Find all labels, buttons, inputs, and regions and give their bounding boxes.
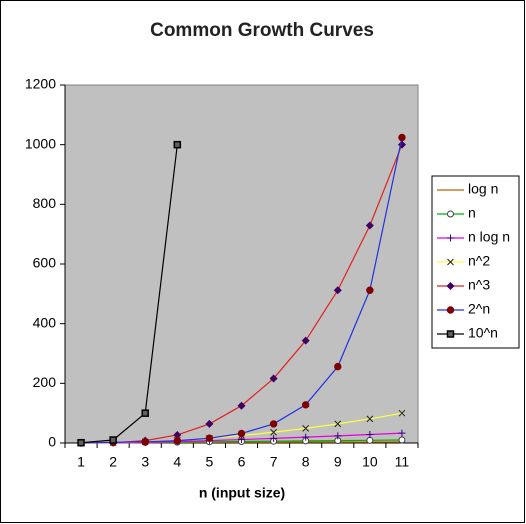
- marker: [334, 432, 342, 440]
- marker: [334, 420, 342, 428]
- y-tick-label: 200: [33, 374, 57, 390]
- marker: [446, 306, 455, 314]
- legend-label: 2^n: [468, 301, 490, 317]
- x-tick-label: 5: [206, 454, 214, 470]
- series-line: [113, 432, 402, 444]
- marker: [446, 282, 455, 290]
- marker: [141, 438, 149, 446]
- y-tick-label: 1000: [25, 135, 56, 151]
- x-tick-label: 2: [109, 454, 117, 470]
- marker: [205, 434, 214, 442]
- y-tick-label: 600: [33, 255, 57, 271]
- x-tick-label: 1: [77, 454, 85, 470]
- marker: [365, 221, 374, 230]
- marker: [366, 436, 374, 444]
- marker: [366, 286, 374, 294]
- x-tick-label: 4: [173, 454, 181, 470]
- marker: [447, 234, 454, 242]
- y-tick-label: 400: [33, 314, 57, 330]
- marker: [398, 429, 406, 437]
- marker: [447, 258, 454, 266]
- series-line: [80, 144, 178, 444]
- marker: [366, 415, 374, 423]
- x-tick-label: 6: [238, 454, 246, 470]
- y-tick-label: 800: [33, 195, 57, 211]
- marker: [447, 210, 454, 218]
- marker: [446, 330, 455, 338]
- marker: [77, 438, 85, 447]
- legend-label: n^2: [468, 253, 490, 269]
- y-tick-label: 1200: [25, 76, 56, 92]
- marker: [366, 430, 374, 438]
- legend-label: n log n: [468, 229, 510, 245]
- marker: [301, 401, 310, 409]
- x-axis-title: n (input size): [199, 485, 285, 501]
- marker: [173, 430, 182, 439]
- marker: [301, 336, 310, 345]
- marker: [141, 409, 149, 417]
- marker: [302, 433, 310, 441]
- x-tick-label: 11: [395, 454, 410, 470]
- marker: [398, 409, 406, 417]
- marker: [334, 362, 342, 371]
- marker: [270, 434, 278, 442]
- marker: [237, 401, 246, 410]
- x-tick-label: 7: [270, 454, 278, 470]
- marker: [173, 436, 182, 445]
- x-tick-label: 10: [362, 454, 378, 470]
- y-tick-label: 0: [48, 434, 56, 450]
- legend-label: n: [468, 205, 476, 221]
- marker: [270, 428, 277, 436]
- marker: [237, 429, 246, 438]
- marker: [173, 140, 182, 149]
- chart-title: Common Growth Curves: [150, 20, 374, 41]
- x-tick-label: 8: [302, 454, 310, 470]
- marker: [269, 420, 278, 428]
- legend-label: 10^n: [468, 325, 498, 341]
- x-tick-label: 9: [334, 454, 342, 470]
- marker: [109, 436, 117, 444]
- marker: [398, 436, 406, 444]
- marker: [333, 286, 342, 295]
- marker: [269, 374, 278, 383]
- marker: [302, 425, 310, 432]
- marker: [238, 436, 245, 444]
- plot-area: [64, 84, 419, 444]
- legend-label: log n: [468, 181, 498, 197]
- marker: [398, 133, 406, 142]
- x-tick-label: 3: [141, 454, 149, 470]
- legend-label: n^3: [468, 277, 490, 293]
- marker: [205, 419, 214, 428]
